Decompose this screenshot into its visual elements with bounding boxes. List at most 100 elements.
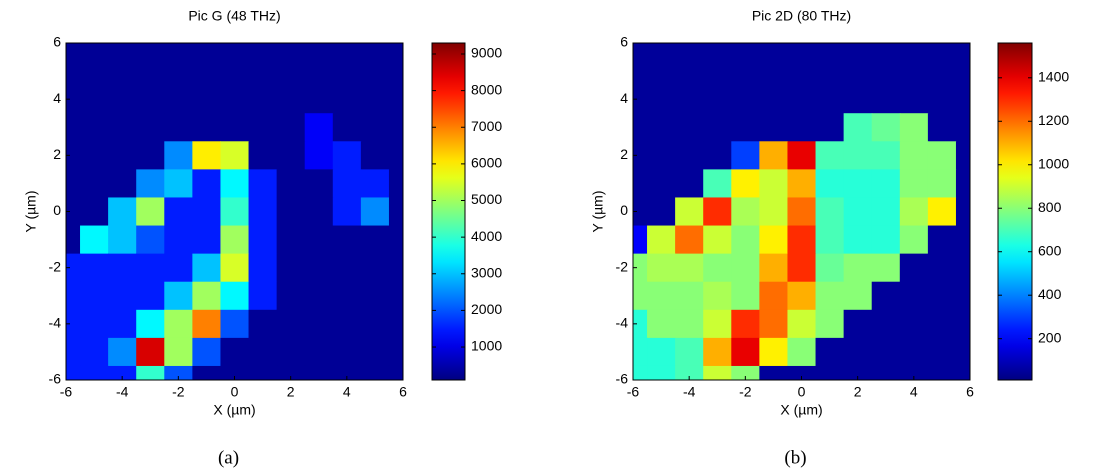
x-tick-label: 4 — [343, 384, 351, 400]
cell — [136, 57, 165, 86]
cell — [164, 337, 193, 367]
cell — [80, 113, 109, 142]
cell — [388, 113, 403, 142]
cell — [108, 85, 137, 114]
y-tick-label: 4 — [53, 90, 61, 106]
cell — [248, 253, 278, 283]
cell — [360, 57, 390, 86]
cell — [360, 43, 390, 58]
cell — [647, 281, 676, 311]
cell — [136, 141, 165, 170]
cell — [136, 197, 165, 227]
cell — [108, 365, 137, 380]
cell — [759, 225, 789, 255]
cell — [304, 253, 334, 283]
cell — [703, 85, 732, 114]
cell — [759, 43, 789, 58]
cell — [360, 113, 390, 142]
cell — [955, 253, 970, 283]
cell — [388, 197, 403, 227]
cell — [66, 57, 81, 86]
plot-area — [633, 43, 970, 380]
cell — [955, 197, 970, 227]
cell — [80, 85, 109, 114]
cell — [927, 225, 957, 255]
cell — [731, 281, 760, 311]
cell — [108, 309, 137, 339]
cell — [759, 253, 789, 283]
cell — [759, 141, 789, 170]
cell — [304, 197, 334, 227]
y-tick-label: 0 — [620, 202, 628, 218]
cell — [703, 197, 732, 227]
cell — [633, 309, 648, 339]
cell — [647, 85, 676, 114]
colorbar-tick-label: 5000 — [471, 191, 502, 207]
cell — [787, 169, 817, 199]
cell — [787, 85, 817, 114]
cell — [332, 225, 362, 255]
cell — [675, 309, 704, 339]
cell — [675, 85, 704, 114]
cell — [759, 169, 789, 199]
x-tick-label: -6 — [60, 384, 73, 400]
colorbar-tick-label: 400 — [1038, 286, 1062, 302]
cell — [276, 337, 306, 367]
cell — [388, 253, 403, 283]
cell — [731, 197, 760, 227]
cell — [731, 169, 760, 199]
y-tick-label: 2 — [53, 146, 61, 162]
cell — [276, 169, 306, 199]
cell — [815, 169, 845, 199]
cell — [871, 85, 901, 114]
cell — [815, 57, 845, 86]
cell — [108, 169, 137, 199]
cell — [927, 281, 957, 311]
cell — [759, 281, 789, 311]
cell — [192, 57, 222, 86]
cell — [843, 225, 873, 255]
cell — [675, 43, 704, 58]
cell — [899, 43, 929, 58]
cell — [164, 141, 193, 170]
colorbar-tick-label: 200 — [1038, 329, 1062, 345]
cell — [388, 57, 403, 86]
colorbar-tick-label: 1400 — [1038, 68, 1069, 84]
cell — [332, 197, 362, 227]
cell — [759, 113, 789, 142]
cell — [871, 281, 901, 311]
cell — [731, 337, 760, 367]
cell — [871, 309, 901, 339]
cell — [192, 169, 222, 199]
cell — [647, 57, 676, 86]
cell — [192, 337, 222, 367]
cell — [899, 197, 929, 227]
cell — [927, 57, 957, 86]
cell — [220, 365, 250, 380]
cell — [647, 365, 676, 380]
cell — [332, 43, 362, 58]
x-tick-label: 2 — [854, 384, 862, 400]
cell — [731, 43, 760, 58]
cell — [304, 113, 334, 142]
cell — [843, 337, 873, 367]
cell — [332, 169, 362, 199]
cell — [220, 141, 250, 170]
cell — [332, 113, 362, 142]
cell — [66, 225, 81, 255]
cell — [843, 253, 873, 283]
cell — [80, 197, 109, 227]
cell — [647, 141, 676, 170]
cell — [248, 113, 278, 142]
cell — [871, 113, 901, 142]
x-tick-label: 6 — [966, 384, 974, 400]
cell — [164, 197, 193, 227]
cell — [787, 225, 817, 255]
cell — [731, 225, 760, 255]
cell — [703, 281, 732, 311]
x-tick-label: 0 — [231, 384, 239, 400]
cell — [927, 309, 957, 339]
cell — [871, 43, 901, 58]
cell — [787, 197, 817, 227]
